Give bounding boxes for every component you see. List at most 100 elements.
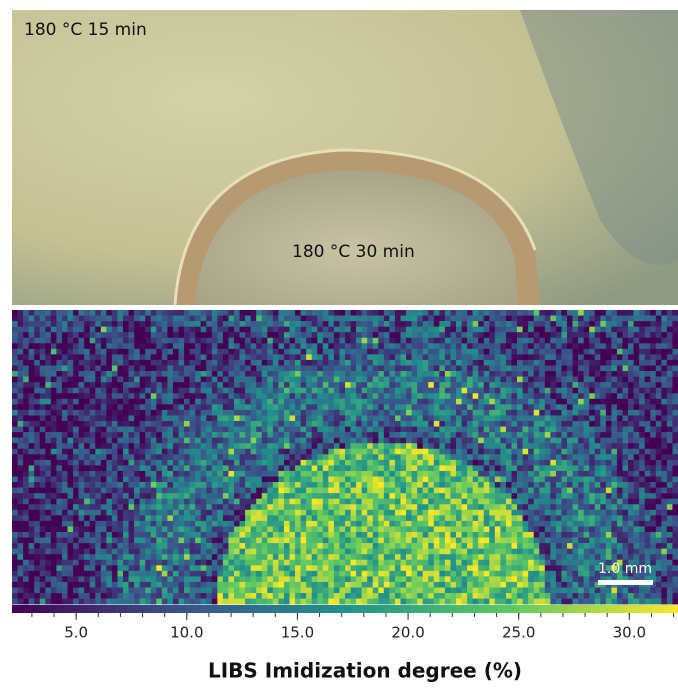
heat-cell <box>251 515 257 521</box>
heat-cell <box>195 443 201 449</box>
heat-cell <box>328 477 334 483</box>
heat-cell <box>595 493 601 499</box>
heat-cell <box>556 327 562 333</box>
heat-cell <box>206 360 212 366</box>
heat-cell <box>68 538 74 544</box>
heat-cell <box>500 449 506 455</box>
heat-cell <box>645 382 651 388</box>
heat-cell <box>378 354 384 360</box>
heat-cell <box>401 477 407 483</box>
heat-cell <box>550 338 556 344</box>
heat-cell <box>184 454 190 460</box>
heat-cell <box>184 415 190 421</box>
heat-cell <box>445 332 451 338</box>
heat-cell <box>628 515 634 521</box>
heat-cell <box>545 499 551 505</box>
heat-cell <box>484 371 490 377</box>
heat-cell <box>517 371 523 377</box>
heat-cell <box>79 515 85 521</box>
heat-cell <box>423 438 429 444</box>
heat-cell <box>600 354 606 360</box>
heat-cell <box>267 421 273 427</box>
heat-cell <box>617 499 623 505</box>
heat-cell <box>339 371 345 377</box>
heat-cell <box>378 399 384 405</box>
heat-cell <box>584 421 590 427</box>
heat-cell <box>18 366 24 372</box>
heat-cell <box>12 526 18 532</box>
heat-cell <box>561 349 567 355</box>
heat-cell <box>328 427 334 433</box>
heat-cell <box>234 504 240 510</box>
heat-cell <box>667 415 673 421</box>
heat-cell <box>584 366 590 372</box>
heat-cell <box>328 399 334 405</box>
heat-cell <box>578 327 584 333</box>
heat-cell <box>439 371 445 377</box>
heat-cell <box>267 454 273 460</box>
heat-cell <box>29 321 35 327</box>
heat-cell <box>251 454 257 460</box>
heat-cell <box>406 338 412 344</box>
heat-cell <box>295 526 301 532</box>
heat-cell <box>123 493 129 499</box>
heat-cell <box>328 499 334 505</box>
heat-cell <box>373 449 379 455</box>
heat-cell <box>378 310 384 316</box>
heat-cell <box>34 343 40 349</box>
heat-cell <box>317 360 323 366</box>
heat-cell <box>167 538 173 544</box>
heat-cell <box>623 532 629 538</box>
heat-cell <box>79 532 85 538</box>
heat-cell <box>240 449 246 455</box>
heat-cell <box>639 343 645 349</box>
heat-cell <box>51 354 57 360</box>
heat-cell <box>140 477 146 483</box>
heat-cell <box>156 393 162 399</box>
heat-cell <box>151 327 157 333</box>
heat-cell <box>406 521 412 527</box>
heat-cell <box>600 499 606 505</box>
heat-cell <box>34 538 40 544</box>
heat-cell <box>173 443 179 449</box>
heat-cell <box>584 427 590 433</box>
heat-cell <box>334 526 340 532</box>
heat-cell <box>62 488 68 494</box>
heat-cell <box>489 388 495 394</box>
heat-cell <box>112 493 118 499</box>
heat-cell <box>323 327 329 333</box>
heat-cell <box>645 449 651 455</box>
heat-cell <box>84 349 90 355</box>
heat-cell <box>356 354 362 360</box>
heat-cell <box>68 477 74 483</box>
heat-cell <box>223 343 229 349</box>
heat-cell <box>489 415 495 421</box>
heat-cell <box>345 338 351 344</box>
heat-cell <box>578 410 584 416</box>
heat-cell <box>634 510 640 516</box>
heat-cell <box>339 399 345 405</box>
heat-cell <box>101 438 107 444</box>
heat-cell <box>495 438 501 444</box>
heat-cell <box>34 354 40 360</box>
heat-cell <box>423 382 429 388</box>
heat-cell <box>523 377 529 383</box>
heat-cell <box>273 532 279 538</box>
heat-cell <box>73 482 79 488</box>
heat-cell <box>456 499 462 505</box>
heat-cell <box>217 349 223 355</box>
heat-cell <box>68 532 74 538</box>
heat-cell <box>512 354 518 360</box>
heat-cell <box>600 482 606 488</box>
heat-cell <box>23 393 29 399</box>
heat-cell <box>423 460 429 466</box>
heat-cell <box>378 504 384 510</box>
heat-cell <box>373 471 379 477</box>
heat-cell <box>417 443 423 449</box>
heat-cell <box>667 321 673 327</box>
heat-cell <box>267 399 273 405</box>
heat-cell <box>645 360 651 366</box>
heat-cell <box>290 504 296 510</box>
heat-cell <box>317 316 323 322</box>
heat-cell <box>600 382 606 388</box>
